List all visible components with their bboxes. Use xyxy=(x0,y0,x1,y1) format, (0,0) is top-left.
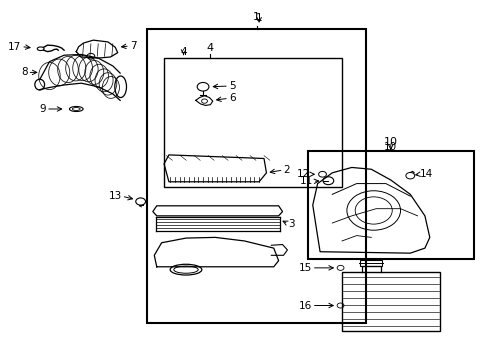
Text: 4: 4 xyxy=(180,46,186,57)
Text: 10: 10 xyxy=(384,141,397,152)
Bar xyxy=(359,260,382,266)
Text: 3: 3 xyxy=(288,219,294,229)
Text: 7: 7 xyxy=(130,41,136,51)
Text: 4: 4 xyxy=(206,43,213,53)
Text: 16: 16 xyxy=(298,301,311,311)
Text: 10: 10 xyxy=(383,137,397,147)
Text: 8: 8 xyxy=(21,67,27,77)
Text: 9: 9 xyxy=(40,104,46,114)
Bar xyxy=(307,151,473,259)
Text: 11: 11 xyxy=(299,176,312,186)
Text: 1: 1 xyxy=(255,13,262,23)
Text: 6: 6 xyxy=(228,93,235,103)
Text: 12: 12 xyxy=(297,169,310,179)
Text: 15: 15 xyxy=(298,263,311,273)
Text: 17: 17 xyxy=(8,42,21,51)
Text: 1: 1 xyxy=(253,12,260,22)
Text: 5: 5 xyxy=(228,81,235,91)
Text: 2: 2 xyxy=(283,165,289,175)
Bar xyxy=(163,58,341,187)
Bar xyxy=(147,30,366,323)
Text: 14: 14 xyxy=(419,169,432,179)
Bar xyxy=(341,272,439,331)
Text: 13: 13 xyxy=(108,191,122,201)
